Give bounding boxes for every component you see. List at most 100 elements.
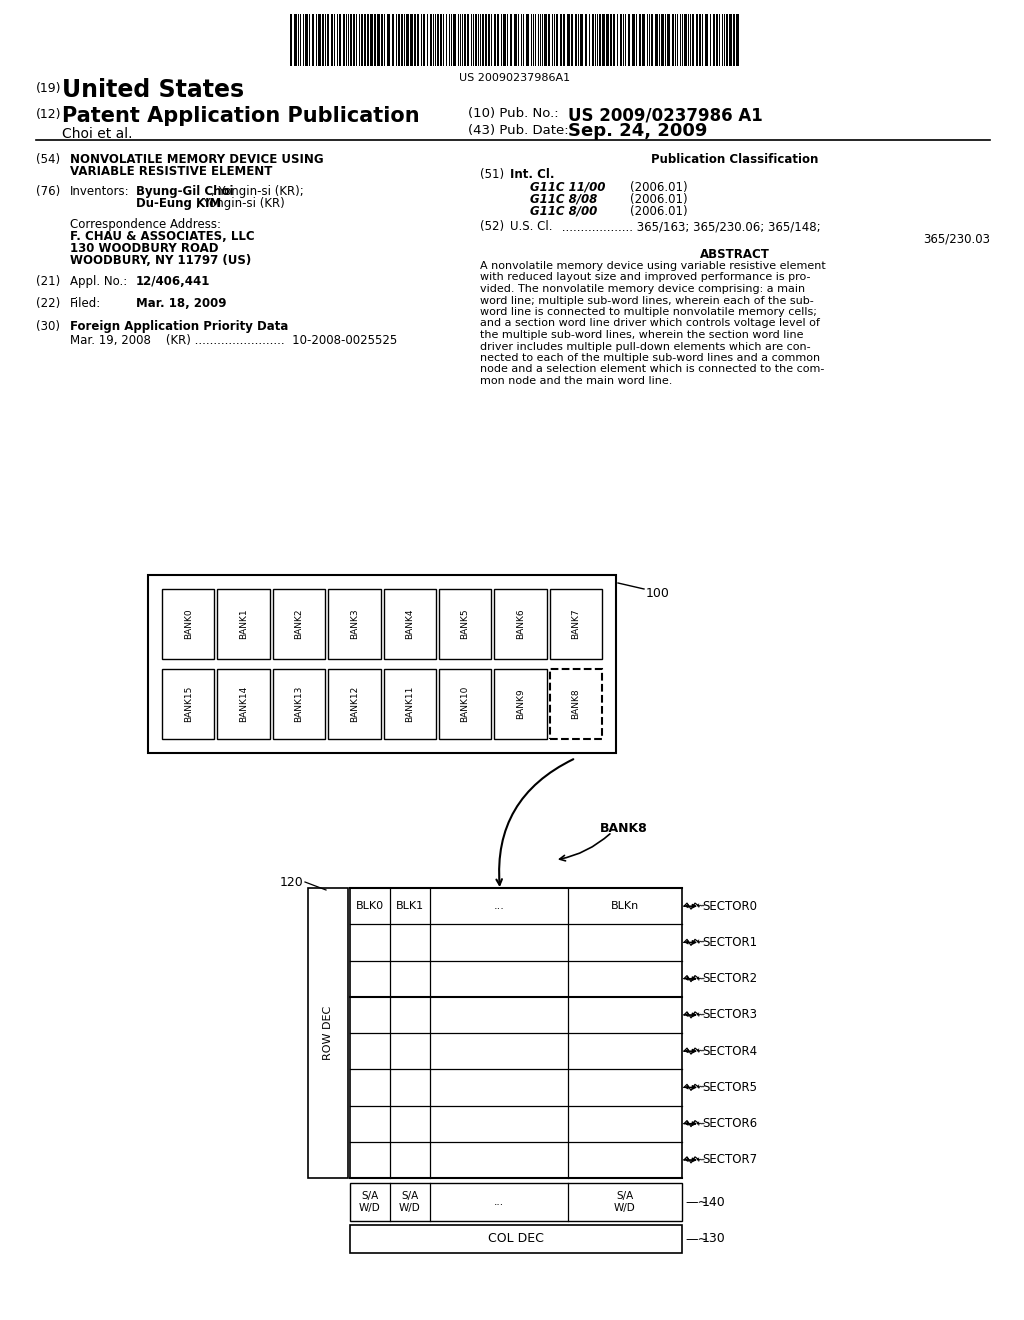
- Bar: [613, 15, 615, 66]
- Text: Int. Cl.: Int. Cl.: [510, 168, 555, 181]
- Bar: [370, 15, 373, 66]
- Bar: [560, 15, 562, 66]
- Bar: [331, 15, 333, 66]
- Text: BLKn: BLKn: [611, 902, 639, 911]
- Text: F. CHAU & ASSOCIATES, LLC: F. CHAU & ASSOCIATES, LLC: [70, 230, 255, 243]
- Text: NONVOLATILE MEMORY DEVICE USING: NONVOLATILE MEMORY DEVICE USING: [70, 153, 324, 166]
- Bar: [526, 15, 529, 66]
- Bar: [699, 15, 701, 66]
- Text: VARIABLE RESISTIVE ELEMENT: VARIABLE RESISTIVE ELEMENT: [70, 165, 272, 178]
- Bar: [503, 15, 506, 66]
- Text: S/A
W/D: S/A W/D: [614, 1191, 636, 1213]
- Bar: [401, 15, 403, 66]
- Text: driver includes multiple pull-down elements which are con-: driver includes multiple pull-down eleme…: [480, 342, 811, 351]
- Bar: [575, 15, 577, 66]
- Bar: [580, 15, 583, 66]
- Text: (22): (22): [36, 297, 60, 310]
- Bar: [464, 15, 466, 66]
- Bar: [585, 15, 587, 66]
- Text: (54): (54): [36, 153, 60, 166]
- Text: BANK13: BANK13: [295, 686, 303, 722]
- Text: word line; multiple sub-word lines, wherein each of the sub-: word line; multiple sub-word lines, wher…: [480, 296, 814, 305]
- Bar: [494, 15, 496, 66]
- Bar: [217, 669, 269, 739]
- Text: SECTOR7: SECTOR7: [702, 1154, 757, 1167]
- Text: (19): (19): [36, 82, 61, 95]
- Text: BANK12: BANK12: [350, 686, 358, 722]
- Text: —⁠⇜: —⁠⇜: [686, 1082, 706, 1093]
- Text: ROW DEC: ROW DEC: [323, 1006, 333, 1060]
- Bar: [437, 15, 439, 66]
- Text: ...: ...: [494, 902, 505, 911]
- Text: SECTOR6: SECTOR6: [702, 1117, 757, 1130]
- Bar: [662, 15, 664, 66]
- Text: —⁠⇜: —⁠⇜: [686, 1010, 706, 1020]
- Bar: [374, 15, 376, 66]
- Bar: [550, 589, 602, 659]
- Text: (30): (30): [36, 319, 60, 333]
- Bar: [567, 15, 570, 66]
- Text: —∼: —∼: [685, 1196, 708, 1209]
- Text: (10) Pub. No.:: (10) Pub. No.:: [468, 107, 559, 120]
- Text: G11C 8/00: G11C 8/00: [530, 205, 597, 218]
- Text: vided. The nonvolatile memory device comprising: a main: vided. The nonvolatile memory device com…: [480, 284, 805, 294]
- Bar: [651, 15, 653, 66]
- Text: (2006.01): (2006.01): [630, 205, 688, 218]
- Bar: [364, 15, 366, 66]
- Bar: [642, 15, 645, 66]
- Text: with reduced layout size and improved performance is pro-: with reduced layout size and improved pe…: [480, 272, 811, 282]
- Bar: [696, 15, 698, 66]
- Text: Du-Eung KIM: Du-Eung KIM: [136, 197, 221, 210]
- Text: word line is connected to multiple nonvolatile memory cells;: word line is connected to multiple nonvo…: [480, 308, 817, 317]
- Text: —⁠⇜: —⁠⇜: [686, 937, 706, 948]
- Bar: [495, 669, 547, 739]
- Bar: [705, 15, 708, 66]
- Text: BANK7: BANK7: [571, 609, 581, 639]
- Bar: [488, 15, 490, 66]
- Bar: [639, 15, 641, 66]
- Bar: [328, 669, 381, 739]
- Text: (52): (52): [480, 220, 504, 234]
- Text: ...: ...: [494, 1197, 504, 1206]
- Bar: [733, 15, 735, 66]
- Text: BANK6: BANK6: [516, 609, 525, 639]
- Bar: [350, 1183, 682, 1221]
- Bar: [592, 15, 594, 66]
- Bar: [423, 15, 425, 66]
- Text: Mar. 19, 2008    (KR) ........................  10-2008-0025525: Mar. 19, 2008 (KR) .....................…: [70, 334, 397, 347]
- Bar: [290, 15, 292, 66]
- Text: , Yongin-si (KR): , Yongin-si (KR): [196, 197, 285, 210]
- Bar: [726, 15, 728, 66]
- Bar: [406, 15, 409, 66]
- Text: 120: 120: [280, 876, 303, 888]
- Text: BANK5: BANK5: [461, 609, 470, 639]
- Bar: [398, 15, 400, 66]
- Text: SECTOR5: SECTOR5: [702, 1081, 757, 1094]
- Bar: [482, 15, 484, 66]
- Text: SECTOR1: SECTOR1: [702, 936, 757, 949]
- Text: BANK8: BANK8: [571, 689, 581, 719]
- Text: BANK9: BANK9: [516, 689, 525, 719]
- Bar: [217, 589, 269, 659]
- Bar: [381, 15, 383, 66]
- Text: (76): (76): [36, 185, 60, 198]
- Bar: [475, 15, 477, 66]
- Text: BANK3: BANK3: [350, 609, 358, 639]
- Bar: [327, 15, 329, 66]
- Text: US 20090237986A1: US 20090237986A1: [460, 73, 570, 83]
- Text: —⁠⇜: —⁠⇜: [686, 1047, 706, 1056]
- Bar: [620, 15, 622, 66]
- Bar: [162, 669, 214, 739]
- Bar: [339, 15, 341, 66]
- Text: nected to each of the multiple sub-word lines and a common: nected to each of the multiple sub-word …: [480, 352, 820, 363]
- Bar: [350, 1225, 682, 1253]
- Text: ................... 365/163; 365/230.06; 365/148;: ................... 365/163; 365/230.06;…: [558, 220, 820, 234]
- Text: ABSTRACT: ABSTRACT: [700, 248, 770, 261]
- Text: BANK11: BANK11: [406, 686, 414, 722]
- Text: —⁠⇜: —⁠⇜: [686, 1118, 706, 1129]
- Bar: [692, 15, 694, 66]
- Text: , Yongin-si (KR);: , Yongin-si (KR);: [211, 185, 304, 198]
- Text: 100: 100: [646, 587, 670, 601]
- Text: 365/230.03: 365/230.03: [923, 232, 990, 246]
- Text: Patent Application Publication: Patent Application Publication: [62, 106, 420, 125]
